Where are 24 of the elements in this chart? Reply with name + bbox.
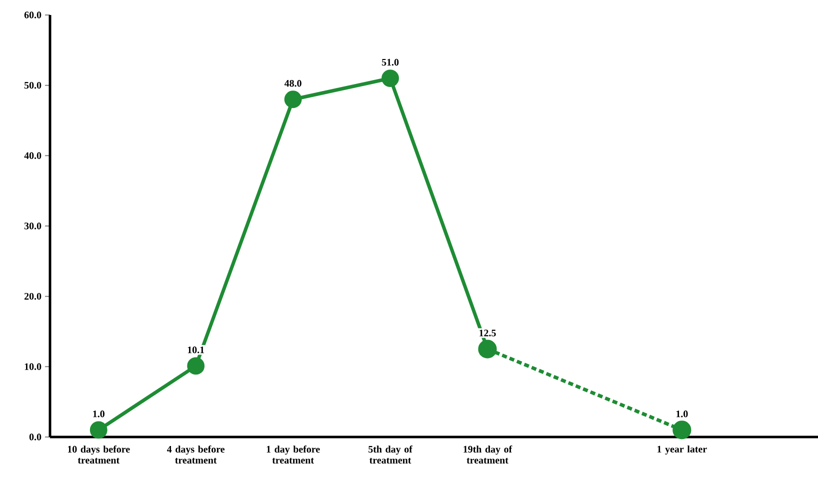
data-label: 1.0	[93, 410, 104, 418]
y-tick-label: 20.0	[24, 292, 42, 300]
point	[382, 70, 399, 88]
x-tick-label: 5th day of treatment	[368, 445, 412, 464]
data-label: 1.0	[676, 410, 688, 418]
point	[672, 420, 692, 440]
data-label: 10.1	[188, 346, 204, 354]
point	[187, 357, 205, 375]
y-tick-label: 40.0	[24, 152, 42, 160]
point	[90, 421, 108, 439]
x-tick-label: 1 day before treatment	[266, 445, 320, 464]
data-label: 51.0	[382, 58, 399, 66]
y-tick-label: 50.0	[24, 82, 42, 89]
x-tick-label: 4 days before treatment	[167, 445, 225, 464]
x-tick-label: 10 days before treatment	[68, 445, 130, 464]
y-tick-label: 0.0	[29, 434, 42, 440]
x-tick-label: 1 year later	[658, 445, 707, 455]
y-tick-label: 10.0	[24, 363, 42, 370]
y-tick-label: 30.0	[24, 222, 42, 230]
data-label: 48.0	[284, 80, 302, 87]
x-tick-label: 19th day of treatment	[464, 445, 512, 464]
point	[284, 90, 302, 108]
data-label: 12.5	[480, 330, 496, 336]
y-tick-label: 60.0	[24, 12, 42, 18]
